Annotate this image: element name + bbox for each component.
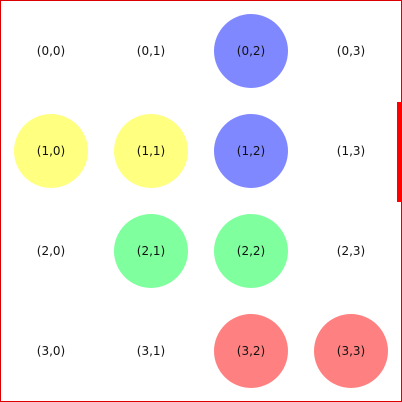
cell-coordinate-label: (0,1) — [136, 44, 166, 58]
grid-cell[interactable]: (2,1) — [101, 201, 201, 301]
green-piece[interactable] — [114, 214, 188, 288]
cell-coordinate-label: (2,3) — [336, 244, 366, 258]
yellow-piece[interactable] — [114, 114, 188, 188]
cell-coordinate-label: (3,3) — [336, 344, 366, 358]
cell-coordinate-label: (2,2) — [236, 244, 266, 258]
grid-cell[interactable]: (3,3) — [301, 301, 401, 401]
grid-cell[interactable]: (3,1) — [101, 301, 201, 401]
grid-cell[interactable]: (1,1) — [101, 101, 201, 201]
grid-cell[interactable]: (1,0) — [1, 101, 101, 201]
grid-cell[interactable]: (1,2) — [201, 101, 301, 201]
grid-cell[interactable]: (1,3) — [301, 101, 401, 201]
blue-piece[interactable] — [214, 14, 288, 88]
grid-cell[interactable]: (2,2) — [201, 201, 301, 301]
blue-piece[interactable] — [214, 114, 288, 188]
cell-coordinate-label: (2,1) — [136, 244, 166, 258]
cell-coordinate-label: (3,2) — [236, 344, 266, 358]
cell-coordinate-label: (0,3) — [336, 44, 366, 58]
grid-cell[interactable]: (3,0) — [1, 301, 101, 401]
red-piece[interactable] — [214, 314, 288, 388]
grid-cell[interactable]: (2,0) — [1, 201, 101, 301]
grid-cell[interactable]: (2,3) — [301, 201, 401, 301]
cell-coordinate-label: (0,2) — [236, 44, 266, 58]
cell-coordinate-label: (1,1) — [136, 144, 166, 158]
cell-coordinate-label: (1,2) — [236, 144, 266, 158]
yellow-piece[interactable] — [14, 114, 88, 188]
scrollbar-thumb[interactable] — [397, 102, 402, 202]
red-piece[interactable] — [314, 314, 388, 388]
grid-cell[interactable]: (0,0) — [1, 1, 101, 101]
grid-cell[interactable]: (0,2) — [201, 1, 301, 101]
cell-coordinate-label: (0,0) — [36, 44, 66, 58]
cell-coordinate-label: (3,1) — [136, 344, 166, 358]
cell-coordinate-label: (1,3) — [336, 144, 366, 158]
cell-coordinate-label: (1,0) — [36, 144, 66, 158]
cell-coordinate-label: (2,0) — [36, 244, 66, 258]
grid-cell[interactable]: (0,1) — [101, 1, 201, 101]
green-piece[interactable] — [214, 214, 288, 288]
grid-cell[interactable]: (3,2) — [201, 301, 301, 401]
grid-cell[interactable]: (0,3) — [301, 1, 401, 101]
cell-coordinate-label: (3,0) — [36, 344, 66, 358]
